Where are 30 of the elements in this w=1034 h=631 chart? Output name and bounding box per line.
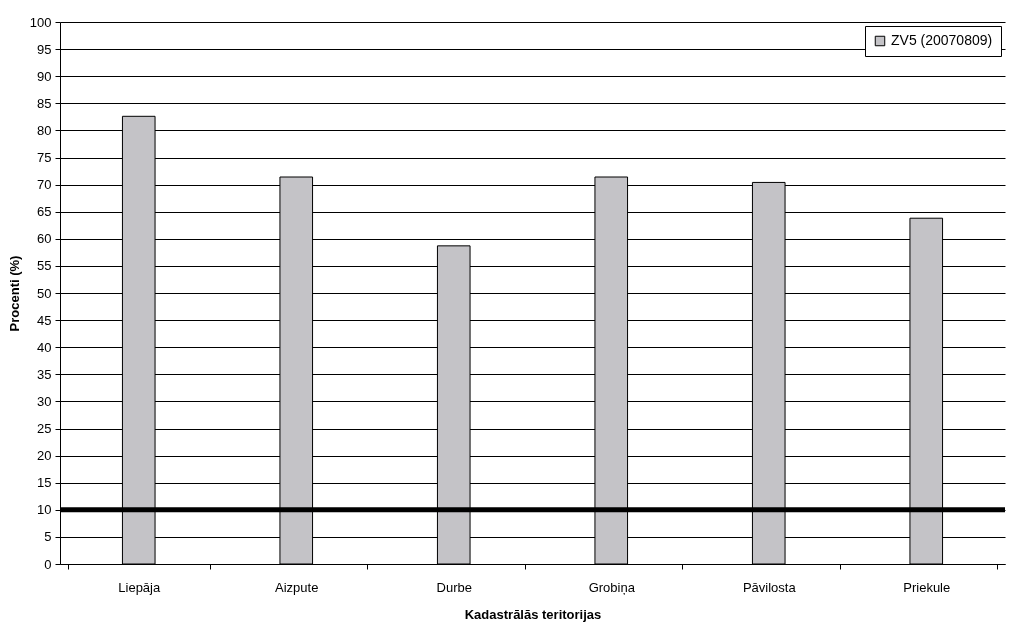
y-axis-title: Procenti (%): [6, 255, 22, 332]
y-tick-label: 30: [37, 393, 52, 409]
x-tick-label: Durbe: [436, 579, 472, 595]
y-tick-label: 80: [37, 122, 52, 138]
y-tick-label: 65: [37, 204, 52, 220]
y-tick-label: 20: [37, 448, 52, 464]
y-tick-label: 55: [37, 258, 52, 274]
x-tick-label: Pāvilosta: [742, 579, 797, 595]
y-tick-label: 45: [37, 312, 52, 328]
y-tick-label: 100: [29, 14, 52, 30]
y-tick-label: 25: [37, 421, 52, 436]
y-tick-label: 0: [44, 556, 52, 572]
y-tick-label: 75: [37, 150, 52, 165]
y-tick-label: 85: [37, 95, 52, 111]
y-tick-label: 5: [44, 529, 52, 545]
y-tick-label: 60: [37, 231, 52, 247]
y-tick-label: 40: [37, 339, 52, 355]
y-tick-label: 35: [37, 366, 52, 382]
y-tick-label: 15: [37, 475, 52, 491]
y-tick-label: 70: [37, 177, 52, 193]
legend-label: ZV5 (20070809): [891, 32, 993, 48]
x-tick-label: Aizpute: [275, 579, 319, 595]
y-tick-label: 95: [37, 41, 52, 57]
x-tick-label: Liepāja: [118, 579, 161, 595]
x-axis-title: Kadastrālās teritorijas: [464, 606, 602, 622]
y-tick-label: 90: [37, 68, 52, 84]
x-tick-label: Priekule: [903, 579, 951, 595]
y-tick-label: 50: [37, 285, 52, 301]
x-tick-label: Grobiņa: [588, 579, 636, 595]
y-tick-label: 10: [37, 502, 52, 518]
